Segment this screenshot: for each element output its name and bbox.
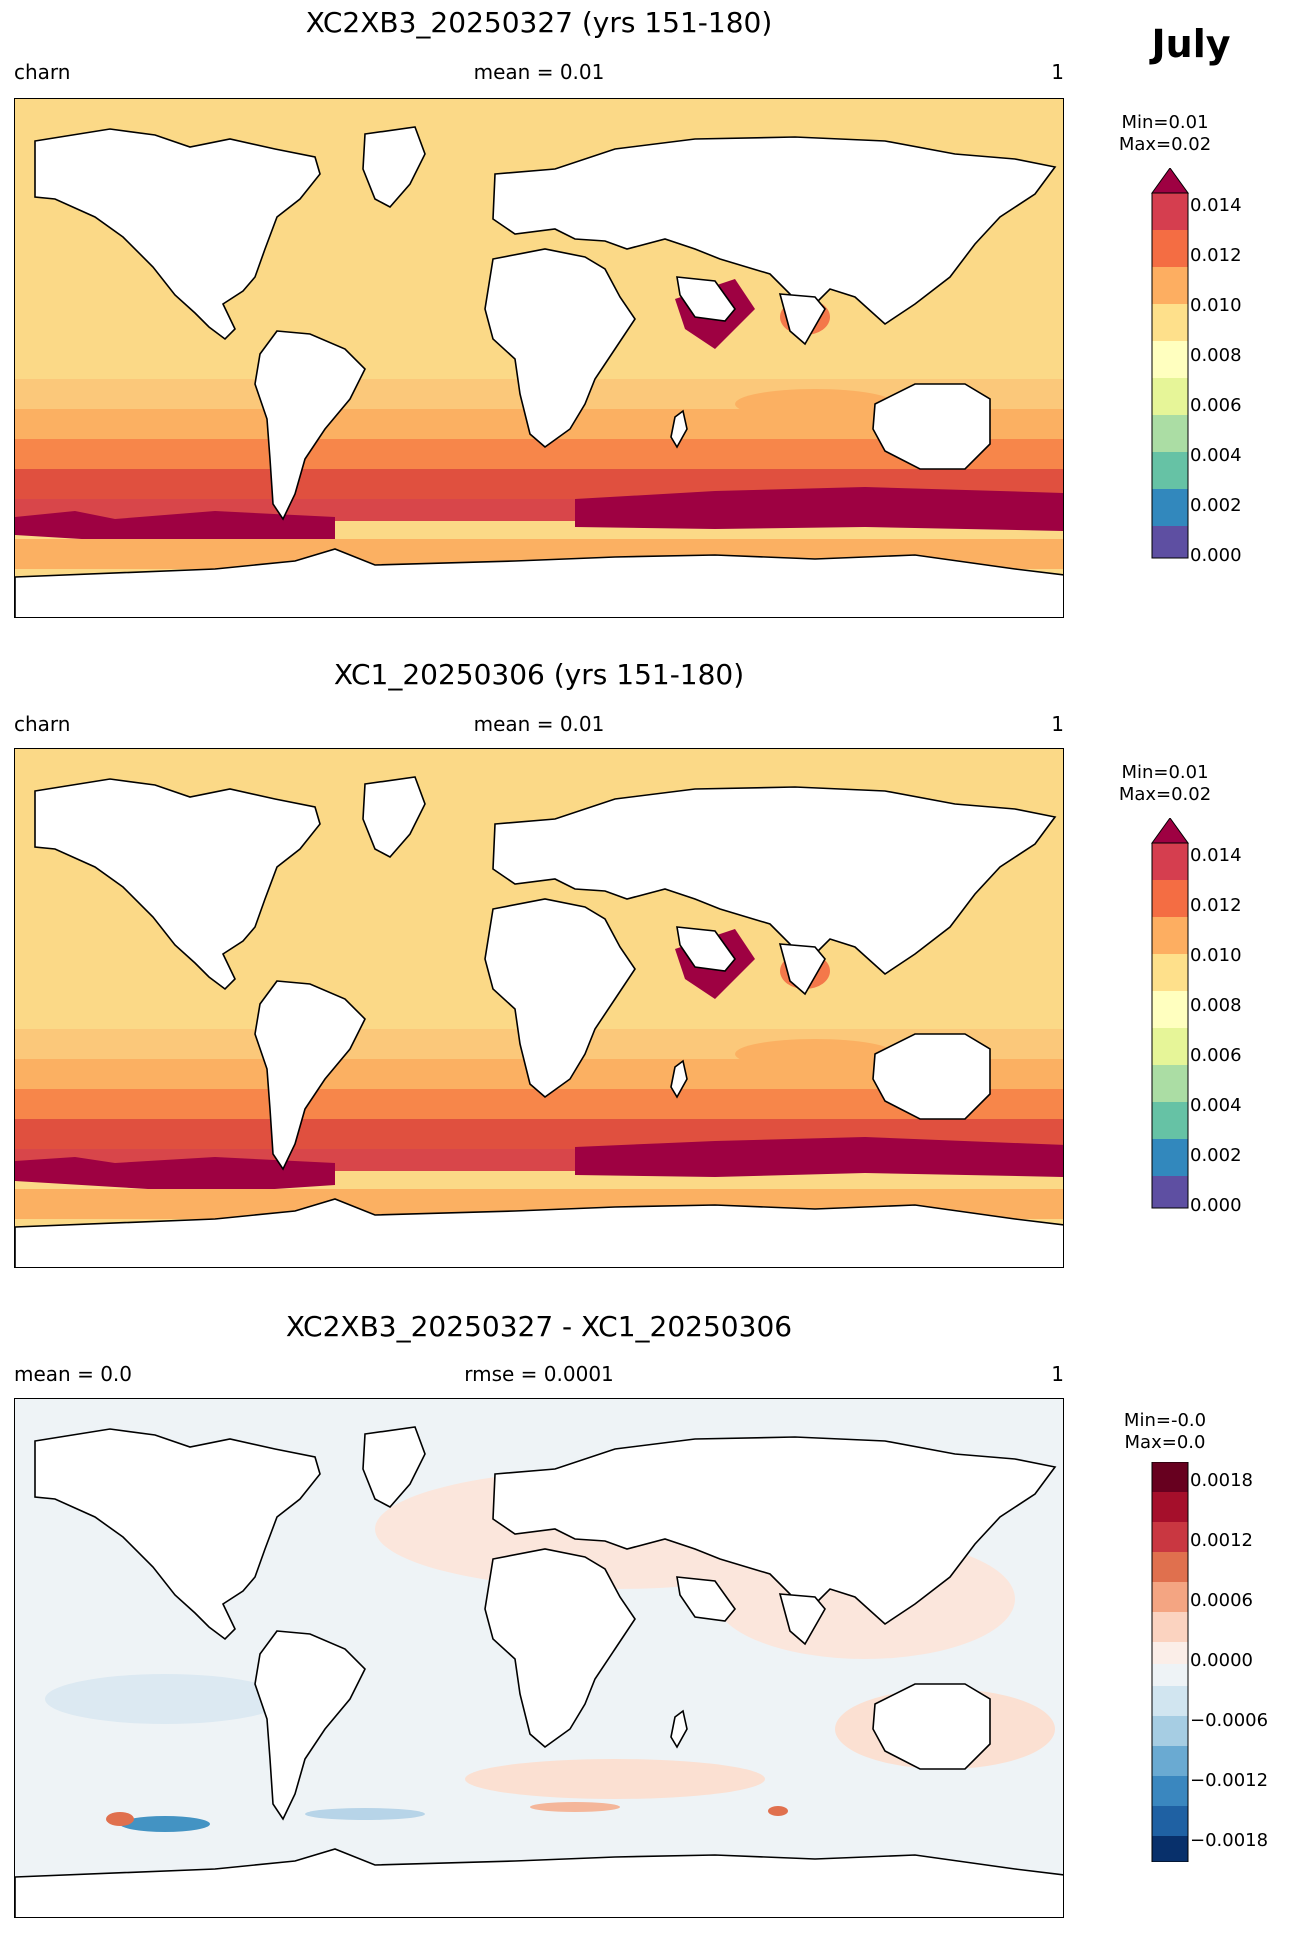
panel1-colorbar-tick: 0.006 — [1190, 395, 1242, 416]
panel1-colorbar-tick: 0.008 — [1190, 345, 1242, 366]
panel1-map-field — [15, 99, 1063, 617]
panel3-colorbar-tick: −0.0018 — [1190, 1830, 1269, 1851]
panel3-colorbar-tick: 0.0018 — [1190, 1470, 1253, 1491]
panel1-colorbar-tick: 0.002 — [1190, 495, 1242, 516]
panel1-colorbar-tick: 0.004 — [1190, 445, 1242, 466]
panel3-colorbar-tick: −0.0012 — [1190, 1770, 1269, 1791]
panel2-colorbar-tick: 0.014 — [1190, 845, 1242, 866]
panel3-mean-label: mean = 0.0 — [14, 1362, 132, 1386]
panel1-colorbar-tick: 0.010 — [1190, 295, 1242, 316]
panel3-max-label: Max=0.0 — [1124, 1432, 1206, 1453]
panel2-map-field — [15, 749, 1063, 1267]
panel1-map — [14, 98, 1064, 618]
panel2-min-label: Min=0.01 — [1121, 762, 1209, 783]
panel3-colorbar-tick: 0.0000 — [1190, 1650, 1253, 1671]
panel3-title: XC2XB3_20250327 - XC1_20250306 — [285, 1310, 793, 1343]
panel3-map — [14, 1398, 1064, 1918]
panel3-map-field — [15, 1399, 1063, 1917]
panel3-colorbar-tick: 0.0006 — [1190, 1590, 1253, 1611]
panel2-colorbar-tick: 0.002 — [1190, 1145, 1242, 1166]
panel1-min-label: Min=0.01 — [1121, 112, 1209, 133]
panel2-colorbar-tick: 0.012 — [1190, 895, 1242, 916]
panel1-colorbar-tick: 0.000 — [1190, 545, 1242, 566]
panel2-title: XC1_20250306 (yrs 151-180) — [333, 658, 745, 691]
panel1-title: XC2XB3_20250327 (yrs 151-180) — [305, 6, 773, 39]
panel3-level-label: 1 — [1051, 1362, 1064, 1386]
panel3-min-label: Min=-0.0 — [1123, 1410, 1207, 1431]
panel2-colorbar-tick: 0.006 — [1190, 1045, 1242, 1066]
panel2-colorbar-tick: 0.000 — [1190, 1195, 1242, 1216]
panel1-variable-label: charn — [14, 60, 71, 84]
panel1-mean-label: mean = 0.01 — [473, 60, 605, 84]
panel2-colorbar-tick: 0.008 — [1190, 995, 1242, 1016]
panel2-colorbar — [1151, 818, 1189, 1209]
panel2-colorbar-tick: 0.004 — [1190, 1095, 1242, 1116]
month-label: July — [1151, 22, 1231, 66]
panel3-rmse-label: rmse = 0.0001 — [464, 1362, 614, 1386]
panel1-colorbar — [1151, 168, 1189, 559]
panel3-colorbar — [1151, 1462, 1189, 1862]
panel2-level-label: 1 — [1051, 712, 1064, 736]
panel1-colorbar-tick: 0.012 — [1190, 245, 1242, 266]
panel2-max-label: Max=0.02 — [1118, 784, 1212, 805]
panel3-colorbar-tick: 0.0012 — [1190, 1530, 1253, 1551]
panel2-map — [14, 748, 1064, 1268]
panel2-colorbar-tick: 0.010 — [1190, 945, 1242, 966]
panel1-level-label: 1 — [1051, 60, 1064, 84]
panel1-max-label: Max=0.02 — [1118, 134, 1212, 155]
panel2-variable-label: charn — [14, 712, 71, 736]
panel2-mean-label: mean = 0.01 — [473, 712, 605, 736]
panel3-colorbar-tick: −0.0006 — [1190, 1710, 1269, 1731]
panel1-colorbar-tick: 0.014 — [1190, 195, 1242, 216]
